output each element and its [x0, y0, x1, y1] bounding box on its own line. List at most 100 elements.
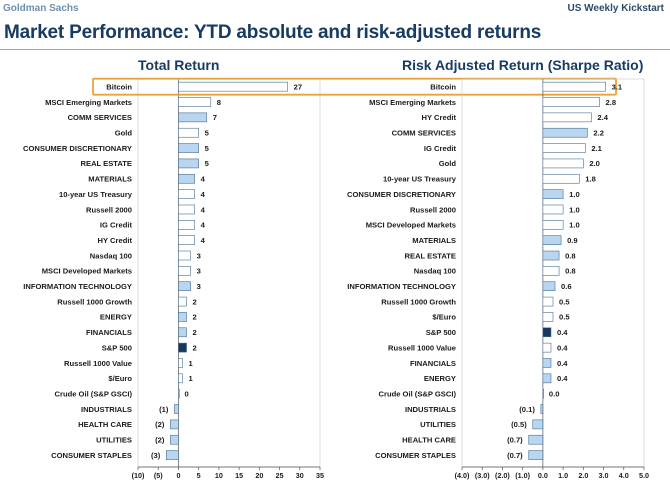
- total-return-label-industrials: INDUSTRIALS: [81, 405, 132, 414]
- sharpe-bar-euro: [542, 312, 554, 322]
- total-return-value-ig-credit: 4: [201, 221, 206, 230]
- sharpe-bar-msci-emerging-markets: [542, 97, 600, 107]
- total-return-bar-crude-oil-s-p-gsci: [178, 388, 180, 399]
- total-return-label-nasdaq-100: Nasdaq 100: [90, 251, 132, 260]
- total-return-bar-russell-1000-growth: [178, 296, 187, 307]
- sharpe-bar-energy: [542, 373, 552, 384]
- total-return-x-tick-label: 30: [296, 471, 304, 480]
- sharpe-label-consumer-staples: CONSUMER STAPLES: [375, 451, 456, 460]
- sharpe-label-ig-credit: IG Credit: [424, 144, 457, 153]
- total-return-bar-ig-credit: [178, 220, 195, 230]
- sharpe-value-real-estate: 0.8: [565, 251, 576, 260]
- total-return-x-tick-label: 35: [316, 471, 324, 480]
- sharpe-value-hy-credit: 2.4: [597, 113, 608, 122]
- sharpe-x-tick-label: 1.0: [558, 471, 568, 480]
- total-return-x-tick-label: (5): [154, 471, 163, 480]
- sharpe-bar-russell-1000-growth: [542, 296, 554, 307]
- sharpe-value-10-year-us-treasury: 1.8: [585, 175, 596, 184]
- total-return-value-utilities: (2): [155, 436, 165, 445]
- total-return-value-financials: 2: [193, 328, 197, 337]
- total-return-value-bitcoin: 27: [294, 82, 302, 91]
- sharpe-x-tick-label: 5.0: [639, 471, 649, 480]
- total-return-x-tick-label: 0: [176, 471, 180, 480]
- sharpe-label-information-technology: INFORMATION TECHNOLOGY: [347, 282, 456, 291]
- total-return-value-energy: 2: [193, 313, 197, 322]
- sharpe-label-euro: $/Euro: [432, 313, 456, 322]
- total-return-value-real-estate: 5: [205, 159, 210, 168]
- sharpe-value-consumer-staples: (0.7): [507, 451, 523, 460]
- sharpe-bar-russell-2000: [542, 204, 564, 215]
- total-return-value-s-p-500: 2: [193, 343, 197, 352]
- total-return-x-tick-label: 5: [197, 471, 201, 480]
- sharpe-bar-utilities: [532, 419, 544, 430]
- total-return-label-msci-developed-markets: MSCI Developed Markets: [42, 267, 132, 276]
- total-return-value-health-care: (2): [155, 420, 165, 429]
- title-divider: [0, 49, 670, 50]
- total-return-bar-industrials: [174, 404, 179, 414]
- total-return-label-crude-oil-s-p-gsci: Crude Oil (S&P GSCI): [55, 389, 133, 398]
- total-return-value-consumer-staples: (3): [151, 451, 161, 460]
- sharpe-value-financials: 0.4: [557, 359, 568, 368]
- total-return-label-information-technology: INFORMATION TECHNOLOGY: [23, 282, 132, 291]
- sharpe-value-health-care: (0.7): [507, 436, 523, 445]
- sharpe-x-tick-label: (3.0): [475, 471, 490, 480]
- sharpe-x-tick-label: (1.0): [515, 471, 530, 480]
- sharpe-bar-consumer-discretionary: [542, 189, 564, 199]
- sharpe-x-tick-label: (2.0): [495, 471, 510, 480]
- sharpe-bar-msci-developed-markets: [542, 220, 564, 230]
- total-return-label-comm-services: COMM SERVICES: [68, 113, 132, 122]
- total-return-x-tick-label: (10): [132, 471, 145, 480]
- total-return-value-industrials: (1): [159, 405, 169, 414]
- total-return-bar-s-p-500: [178, 342, 187, 353]
- sharpe-x-tick-label: 0.0: [538, 471, 548, 480]
- total-return-value-10-year-us-treasury: 4: [201, 190, 206, 199]
- total-return-value-euro: 1: [188, 374, 193, 383]
- sharpe-label-msci-developed-markets: MSCI Developed Markets: [366, 221, 456, 230]
- total-return-x-tick-label: 15: [235, 471, 243, 480]
- sharpe-bar-crude-oil-s-p-gsci: [542, 388, 544, 399]
- sharpe-bar-russell-1000-value: [542, 342, 552, 353]
- total-return-label-utilities: UTILITIES: [96, 436, 132, 445]
- sharpe-value-information-technology: 0.6: [561, 282, 572, 291]
- sharpe-label-energy: ENERGY: [424, 374, 456, 383]
- total-return-bar-financials: [178, 327, 187, 338]
- sharpe-bar-materials: [542, 235, 562, 245]
- sharpe-bar-comm-services: [542, 127, 588, 138]
- sharpe-bar-hy-credit: [542, 112, 592, 123]
- total-return-value-consumer-discretionary: 5: [205, 144, 210, 153]
- sharpe-value-energy: 0.4: [557, 374, 568, 383]
- report-name: US Weekly Kickstart: [567, 3, 664, 14]
- total-return-value-comm-services: 7: [213, 113, 217, 122]
- total-return-value-msci-emerging-markets: 8: [217, 98, 221, 107]
- sharpe-bar-financials: [542, 358, 552, 368]
- sharpe-bar-consumer-staples: [528, 450, 544, 460]
- total-return-bar-msci-developed-markets: [178, 266, 191, 276]
- sharpe-value-comm-services: 2.2: [593, 129, 604, 138]
- sharpe-value-s-p-500: 0.4: [557, 328, 568, 337]
- total-return-label-consumer-discretionary: CONSUMER DISCRETIONARY: [23, 144, 132, 153]
- total-return-bar-euro: [178, 373, 183, 384]
- total-return-value-nasdaq-100: 3: [197, 251, 201, 260]
- total-return-bar-10-year-us-treasury: [178, 189, 195, 199]
- total-return-label-ig-credit: IG Credit: [100, 221, 133, 230]
- sharpe-value-industrials: (0.1): [519, 405, 535, 414]
- total-return-bar-msci-emerging-markets: [178, 97, 212, 107]
- total-return-bar-gold: [178, 127, 199, 138]
- bitcoin-highlight-box: [92, 77, 617, 96]
- sharpe-value-consumer-discretionary: 1.0: [569, 190, 580, 199]
- sharpe-label-russell-1000-growth: Russell 1000 Growth: [381, 297, 456, 306]
- sharpe-value-msci-emerging-markets: 2.8: [606, 98, 617, 107]
- total-return-bar-energy: [178, 312, 187, 322]
- sharpe-label-gold: Gold: [439, 159, 457, 168]
- total-return-label-bitcoin: Bitcoin: [106, 82, 132, 91]
- sharpe-label-health-care: HEALTH CARE: [402, 436, 456, 445]
- sharpe-label-nasdaq-100: Nasdaq 100: [414, 267, 456, 276]
- total-return-value-gold: 5: [205, 129, 210, 138]
- sharpe-label-russell-2000: Russell 2000: [410, 205, 456, 214]
- sharpe-label-hy-credit: HY Credit: [422, 113, 457, 122]
- sharpe-label-russell-1000-value: Russell 1000 Value: [388, 343, 456, 352]
- total-return-label-russell-1000-growth: Russell 1000 Growth: [57, 297, 132, 306]
- total-return-bar-real-estate: [178, 158, 199, 169]
- sharpe-x-tick-label: 4.0: [619, 471, 629, 480]
- total-return-bar-russell-2000: [178, 204, 195, 215]
